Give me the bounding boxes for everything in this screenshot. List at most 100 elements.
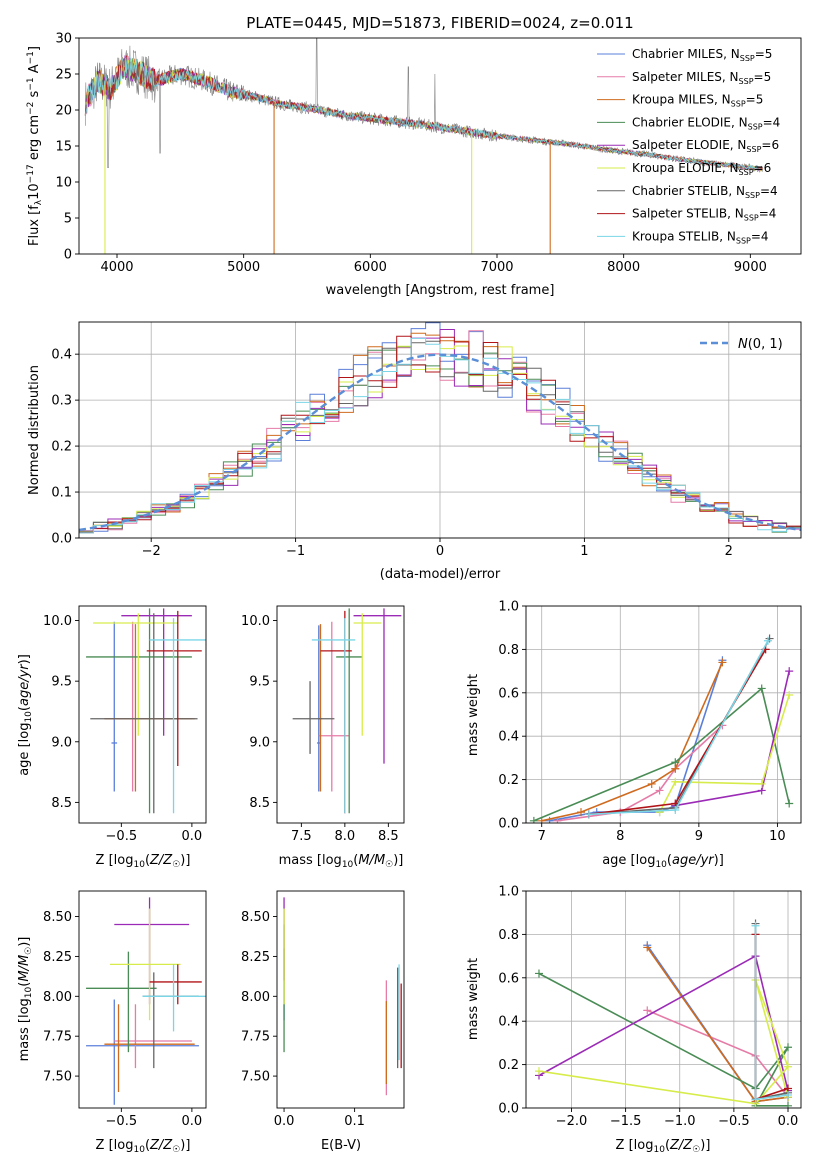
weight-line-salpeter_elodie — [675, 670, 790, 807]
weight-marker-chabrier_elodie — [534, 969, 543, 978]
age-vs-mass-xlabel: mass [log10(M/M☉)] — [279, 853, 404, 870]
x-tick-label: 8.5 — [378, 829, 399, 844]
y-tick-label: 0.1 — [51, 486, 72, 501]
y-tick-label: 0.4 — [51, 348, 72, 363]
residual-histogram-kroupa_stelib — [79, 337, 801, 534]
weight-marker-chabrier_elodie — [784, 1043, 793, 1052]
weight-marker-kroupa_stelib — [671, 805, 680, 814]
legend-entry: Kroupa STELIB, NSSP=4 — [632, 229, 769, 245]
weight_vs_Z-plot-area — [526, 891, 801, 1108]
y-tick-label: 0.8 — [498, 928, 519, 943]
y-tick-label: 0.4 — [498, 1015, 519, 1030]
residual-histogram-salpeter_miles — [79, 330, 801, 532]
weight-marker-kroupa_elodie — [757, 779, 766, 788]
y-tick-label: 9.5 — [51, 675, 72, 690]
y-tick-label: 8.50 — [241, 910, 270, 925]
legend-entry: Kroupa MILES, NSSP=5 — [632, 93, 763, 109]
x-tick-label: −0.5 — [106, 1114, 138, 1129]
y-tick-label: 10 — [55, 176, 72, 191]
y-tick-label: 5 — [64, 212, 72, 227]
weight-marker-kroupa_miles — [643, 943, 652, 952]
mass-vs-Z-xlabel: Z [log10(Z/Z☉)] — [96, 1138, 191, 1155]
y-tick-label: 7.75 — [241, 1030, 270, 1045]
x-tick-label: 10 — [769, 829, 786, 844]
y-tick-label: 0.4 — [498, 730, 519, 745]
mass-vs-Z-ylabel: mass [log10(M/M☉)] — [17, 937, 34, 1062]
y-tick-label: 8.00 — [43, 990, 72, 1005]
x-tick-label: 0.0 — [778, 1114, 799, 1129]
weight-line-chabrier_elodie — [538, 972, 789, 1107]
y-tick-label: 1.0 — [498, 600, 519, 615]
axes-frame — [78, 890, 207, 1109]
legend-entry: Chabrier MILES, NSSP=5 — [632, 47, 772, 63]
spectrum-xlabel: wavelength [Angstrom, rest frame] — [326, 283, 555, 298]
age_vs_Z-plot-area — [86, 608, 206, 814]
weight-marker-chabrier_elodie — [671, 758, 680, 767]
model-spectrum-kroupa_stelib — [84, 56, 763, 172]
weight-marker-kroupa_stelib — [751, 921, 760, 930]
x-tick-label: −2 — [142, 544, 161, 559]
y-tick-label: 7.50 — [241, 1070, 270, 1085]
x-tick-label: −0.5 — [106, 829, 138, 844]
y-tick-label: 8.25 — [43, 950, 72, 965]
x-tick-label: 8000 — [607, 260, 640, 275]
spectrum-plot-area — [84, 38, 763, 254]
x-tick-label: −2.0 — [556, 1114, 588, 1129]
weight-marker-kroupa_stelib — [584, 810, 593, 819]
weight-line-chabrier_miles — [549, 660, 724, 822]
x-tick-label: 8.0 — [335, 829, 356, 844]
x-tick-label: 1 — [580, 544, 588, 559]
weight-vs-age-xlabel: age [log10(age/yr)] — [602, 853, 724, 870]
x-tick-label: 0.1 — [344, 1114, 365, 1129]
residuals-ylabel: Normed distribution — [27, 365, 42, 495]
mass-vs-ebv-xlabel: E(B-V) — [321, 1138, 361, 1153]
y-tick-label: 25 — [55, 68, 72, 83]
mass_vs_Z-plot-area — [86, 897, 206, 1105]
axes-frame — [525, 890, 802, 1109]
y-tick-label: 8.25 — [241, 950, 270, 965]
weight_vs_age-axes: 7 8 9 10 0.0 0.2 0.4 0.6 0.8 1.0 — [498, 600, 802, 844]
x-tick-label: 2 — [725, 544, 733, 559]
weight-marker-kroupa_elodie — [784, 1062, 793, 1071]
weight-line-chabrier_stelib — [588, 638, 771, 816]
legend-entry: Salpeter MILES, NSSP=5 — [632, 70, 771, 86]
weight-marker-chabrier_elodie — [529, 816, 538, 823]
weight-marker-kroupa_elodie — [671, 777, 680, 786]
y-tick-label: 0.3 — [51, 394, 72, 409]
weight-vs-Z-ylabel: mass weight — [466, 958, 481, 1040]
y-tick-label: 9.5 — [249, 675, 270, 690]
normal-reference-curve — [79, 353, 801, 532]
mass_vs_Z-axes: −0.5 0.0 7.50 7.75 8.00 8.25 8.50 — [43, 890, 207, 1129]
x-tick-label: 7 — [538, 829, 546, 844]
weight-marker-kroupa_stelib — [751, 1095, 760, 1104]
x-tick-label: −0.5 — [718, 1114, 750, 1129]
y-tick-label: 10.0 — [241, 614, 270, 629]
y-tick-label: 8.5 — [249, 796, 270, 811]
spectrum-axes: 4000 5000 6000 7000 8000 9000 0 5 10 15 20 25 30 — [55, 32, 802, 275]
x-tick-label: 0.0 — [182, 829, 203, 844]
axes-frame — [276, 890, 405, 1109]
age_vs_mass-axes: 7.5 8.0 8.5 8.5 9.0 9.5 10.0 — [241, 605, 405, 844]
y-tick-label: 8.5 — [51, 796, 72, 811]
y-tick-label: 7.75 — [43, 1030, 72, 1045]
weight-marker-kroupa_elodie — [785, 690, 794, 699]
spectrum-legend: Chabrier MILES, NSSP=5 Salpeter MILES, NS… — [597, 47, 780, 245]
legend-entry: Kroupa ELODIE, NSSP=6 — [632, 161, 771, 177]
y-tick-label: 1.0 — [498, 885, 519, 900]
y-tick-label: 0.2 — [498, 1058, 519, 1073]
legend-entry: Salpeter ELODIE, NSSP=6 — [632, 138, 779, 154]
x-tick-label: 0.0 — [182, 1114, 203, 1129]
weight-marker-kroupa_elodie — [534, 1067, 543, 1076]
x-tick-label: −1.0 — [664, 1114, 696, 1129]
weight_vs_Z-axes: −2.0 −1.5 −1.0 −0.5 0.0 0.0 0.2 0.4 0.6 0.8 1.0 — [498, 885, 802, 1129]
y-tick-label: 0.0 — [498, 1102, 519, 1117]
legend-entry: Salpeter STELIB, NSSP=4 — [632, 207, 776, 223]
y-tick-label: 0.6 — [498, 971, 519, 986]
mass_vs_ebv-axes: 0.0 0.1 7.50 7.75 8.00 8.25 8.50 — [241, 890, 405, 1129]
weight-line-salpeter_stelib — [588, 648, 767, 816]
x-tick-label: −1.5 — [610, 1114, 642, 1129]
weight-marker-salpeter_elodie — [785, 667, 794, 676]
weight-line-kroupa_stelib — [588, 640, 769, 816]
weight-line-salpeter_stelib — [754, 934, 789, 1101]
